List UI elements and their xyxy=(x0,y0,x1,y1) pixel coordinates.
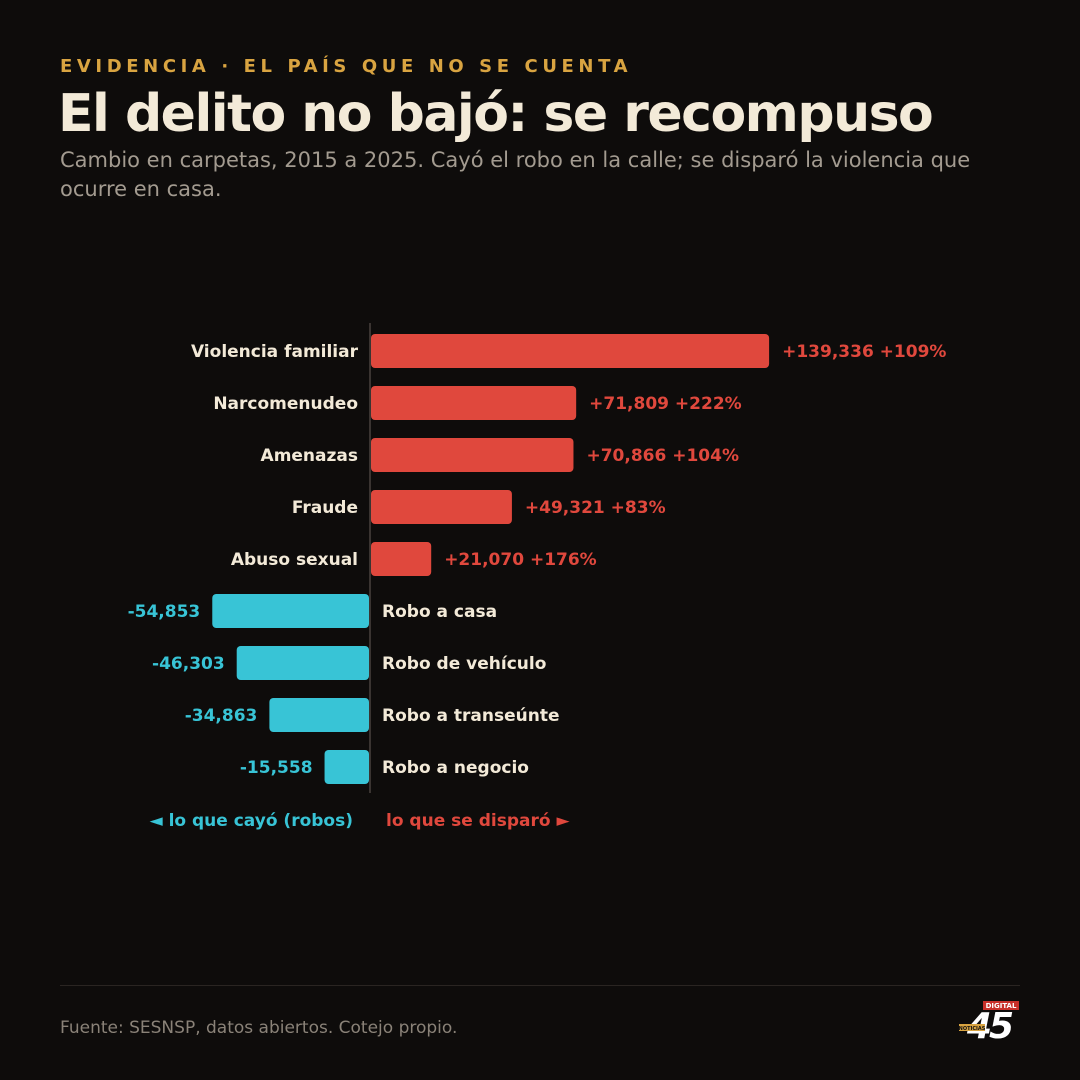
category-label-3: Fraude xyxy=(292,498,358,518)
logo-tag-bg xyxy=(959,1024,985,1031)
bar-7 xyxy=(269,698,369,732)
category-label-7: Robo a transeúnte xyxy=(382,706,560,726)
subtitle: Cambio en carpetas, 2015 a 2025. Cayó el… xyxy=(60,148,971,201)
value-label-1: +71,809 +222% xyxy=(589,394,742,414)
diverging-bar-chart: Violencia familiar +139,336 +109% Narcomen… xyxy=(128,323,946,831)
category-label-4: Abuso sexual xyxy=(231,550,358,570)
legend-up-label: lo que se disparó ► xyxy=(386,811,570,831)
logo-badge-bg xyxy=(983,1001,1019,1010)
value-label-6: -46,303 xyxy=(152,654,225,674)
value-label-4: +21,070 +176% xyxy=(444,550,597,570)
bar-8 xyxy=(324,750,369,784)
value-label-2: +70,866 +104% xyxy=(586,446,739,466)
brand-logo: DIGITAL 45 NOTICIAS xyxy=(959,1001,1019,1044)
bar-3 xyxy=(371,490,512,524)
category-label-2: Amenazas xyxy=(261,446,358,466)
category-label-6: Robo de vehículo xyxy=(382,654,546,674)
value-label-8: -15,558 xyxy=(240,758,313,778)
bar-2 xyxy=(371,438,574,472)
legend-down-label: ◄ lo que cayó (robos) xyxy=(150,811,353,831)
logo-tag: NOTICIAS xyxy=(959,1026,986,1032)
category-label-1: Narcomenudeo xyxy=(213,394,358,414)
value-label-3: +49,321 +83% xyxy=(525,498,666,518)
bar-1 xyxy=(371,386,577,420)
value-label-7: -34,863 xyxy=(185,706,258,726)
bar-6 xyxy=(236,646,369,680)
bars-group: Violencia familiar +139,336 +109% Narcomen… xyxy=(128,334,946,784)
category-label-5: Robo a casa xyxy=(382,602,497,622)
category-label-8: Robo a negocio xyxy=(382,758,529,778)
bar-0 xyxy=(371,334,770,368)
kicker: EVIDENCIA · EL PAÍS QUE NO SE CUENTA xyxy=(60,56,633,77)
value-label-5: -54,853 xyxy=(128,602,201,622)
footer-divider xyxy=(60,985,1020,986)
logo-badge: DIGITAL xyxy=(986,1002,1017,1010)
bar-5 xyxy=(212,594,369,628)
bar-4 xyxy=(371,542,432,576)
source-note: Fuente: SESNSP, datos abiertos. Cotejo p… xyxy=(60,1018,458,1038)
value-label-0: +139,336 +109% xyxy=(782,342,946,362)
page-title: El delito no bajó: se recompuso xyxy=(58,84,934,144)
category-label-0: Violencia familiar xyxy=(191,342,359,362)
